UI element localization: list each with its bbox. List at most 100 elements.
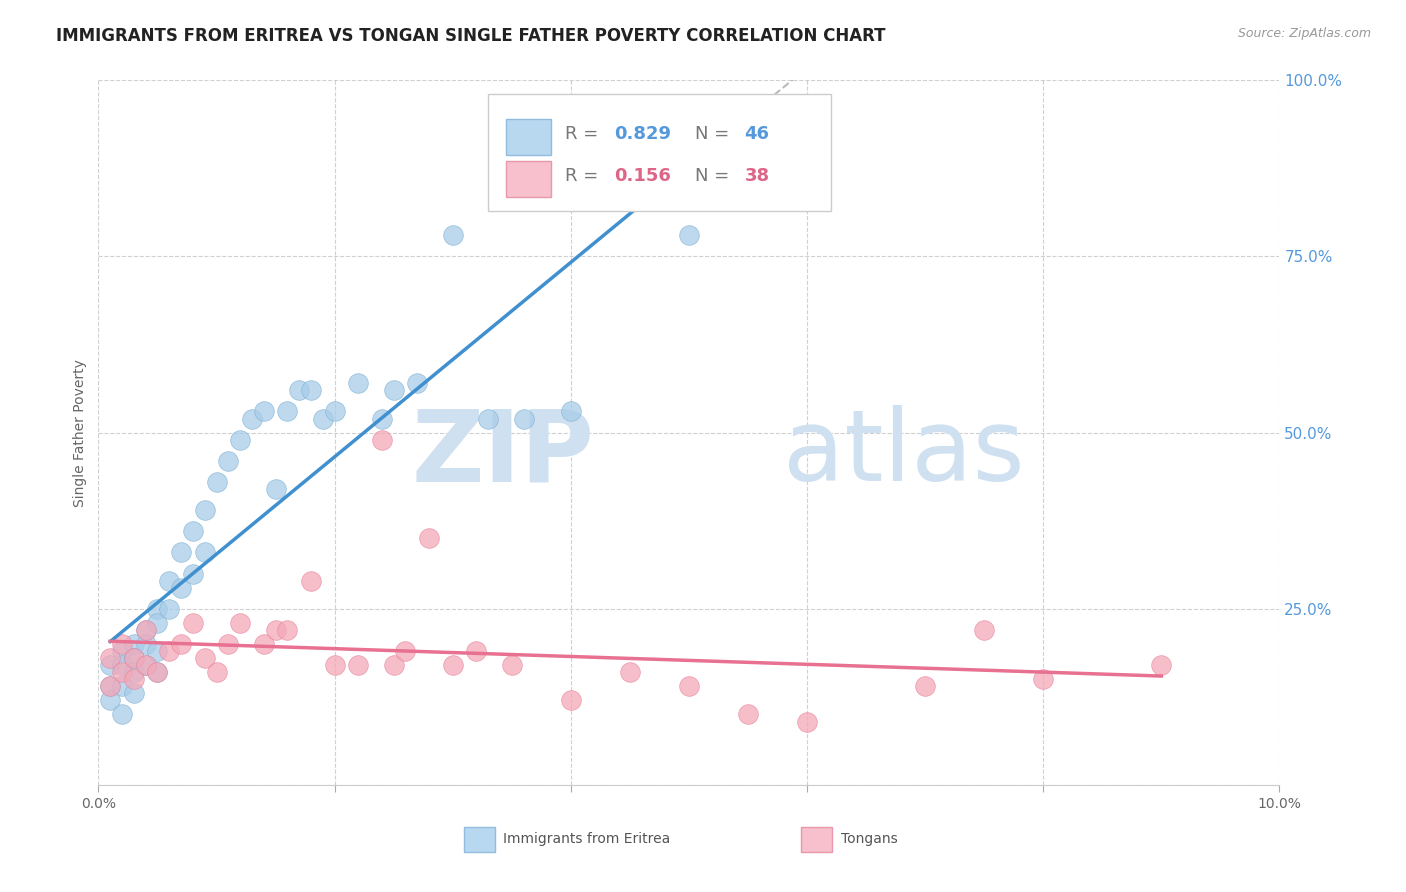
Point (157, 644, 180, 658)
FancyBboxPatch shape (506, 119, 551, 155)
Text: R =: R = (565, 125, 605, 143)
Point (299, 574, 322, 588)
Point (560, 693, 582, 707)
Point (619, 665, 641, 680)
Point (205, 665, 228, 680)
Point (382, 658, 405, 673)
Point (371, 433, 394, 447)
Point (288, 384, 311, 398)
Point (122, 673, 145, 687)
Point (98, 658, 121, 673)
Point (111, 665, 134, 680)
Point (406, 376, 429, 391)
Point (111, 707, 134, 722)
Point (122, 665, 145, 680)
Point (678, 228, 700, 243)
Point (264, 623, 287, 637)
Point (170, 545, 193, 559)
Point (135, 637, 157, 651)
Point (229, 433, 252, 447)
Point (264, 482, 287, 496)
Point (973, 623, 995, 637)
Text: Immigrants from Eritrea: Immigrants from Eritrea (503, 832, 671, 847)
Point (347, 376, 370, 391)
Point (276, 623, 298, 637)
Point (229, 615, 252, 630)
Point (157, 574, 180, 588)
Text: 0.156: 0.156 (614, 167, 672, 185)
Point (418, 532, 440, 546)
Point (194, 651, 217, 665)
Point (111, 679, 134, 693)
Point (441, 658, 464, 673)
Text: IMMIGRANTS FROM ERITREA VS TONGAN SINGLE FATHER POVERTY CORRELATION CHART: IMMIGRANTS FROM ERITREA VS TONGAN SINGLE… (56, 27, 886, 45)
Point (111, 637, 134, 651)
Point (135, 623, 157, 637)
Point (98, 679, 121, 693)
Point (312, 411, 335, 425)
FancyBboxPatch shape (506, 161, 551, 197)
Point (394, 644, 416, 658)
Point (323, 404, 346, 418)
Point (276, 404, 298, 418)
Point (122, 637, 145, 651)
Text: 0.829: 0.829 (614, 125, 672, 143)
Text: R =: R = (565, 167, 605, 185)
Text: N =: N = (695, 167, 735, 185)
Point (146, 615, 169, 630)
Point (181, 524, 204, 539)
Point (146, 665, 169, 680)
Text: Tongans: Tongans (841, 832, 897, 847)
Point (501, 658, 523, 673)
Text: Source: ZipAtlas.com: Source: ZipAtlas.com (1237, 27, 1371, 40)
Point (146, 644, 169, 658)
Point (512, 411, 534, 425)
Point (253, 637, 276, 651)
Point (796, 714, 818, 729)
Point (217, 637, 239, 651)
Point (111, 644, 134, 658)
Point (217, 454, 239, 468)
Point (253, 404, 276, 418)
Point (181, 566, 204, 581)
Point (181, 615, 204, 630)
Point (122, 651, 145, 665)
Point (111, 658, 134, 673)
Point (135, 658, 157, 673)
Point (371, 411, 394, 425)
Point (122, 686, 145, 700)
FancyBboxPatch shape (488, 95, 831, 211)
Point (98, 679, 121, 693)
Text: N =: N = (695, 125, 735, 143)
Point (194, 545, 217, 559)
Point (560, 404, 582, 418)
Point (98, 693, 121, 707)
Point (170, 581, 193, 595)
Y-axis label: Single Father Poverty: Single Father Poverty (73, 359, 87, 507)
Point (678, 679, 700, 693)
Text: 38: 38 (744, 167, 769, 185)
Point (205, 475, 228, 489)
Point (347, 658, 370, 673)
Point (240, 411, 263, 425)
Point (382, 384, 405, 398)
Point (914, 679, 936, 693)
Point (299, 384, 322, 398)
Text: ZIP: ZIP (412, 405, 595, 502)
Point (737, 707, 759, 722)
Text: atlas: atlas (783, 405, 1025, 502)
Point (441, 228, 464, 243)
Point (146, 601, 169, 615)
Point (1032, 673, 1054, 687)
Point (146, 665, 169, 680)
Point (157, 601, 180, 615)
Point (135, 623, 157, 637)
Point (170, 637, 193, 651)
Point (477, 411, 499, 425)
Point (194, 503, 217, 517)
Point (1150, 658, 1173, 673)
Point (122, 651, 145, 665)
Point (465, 644, 488, 658)
Point (98, 651, 121, 665)
Point (323, 658, 346, 673)
